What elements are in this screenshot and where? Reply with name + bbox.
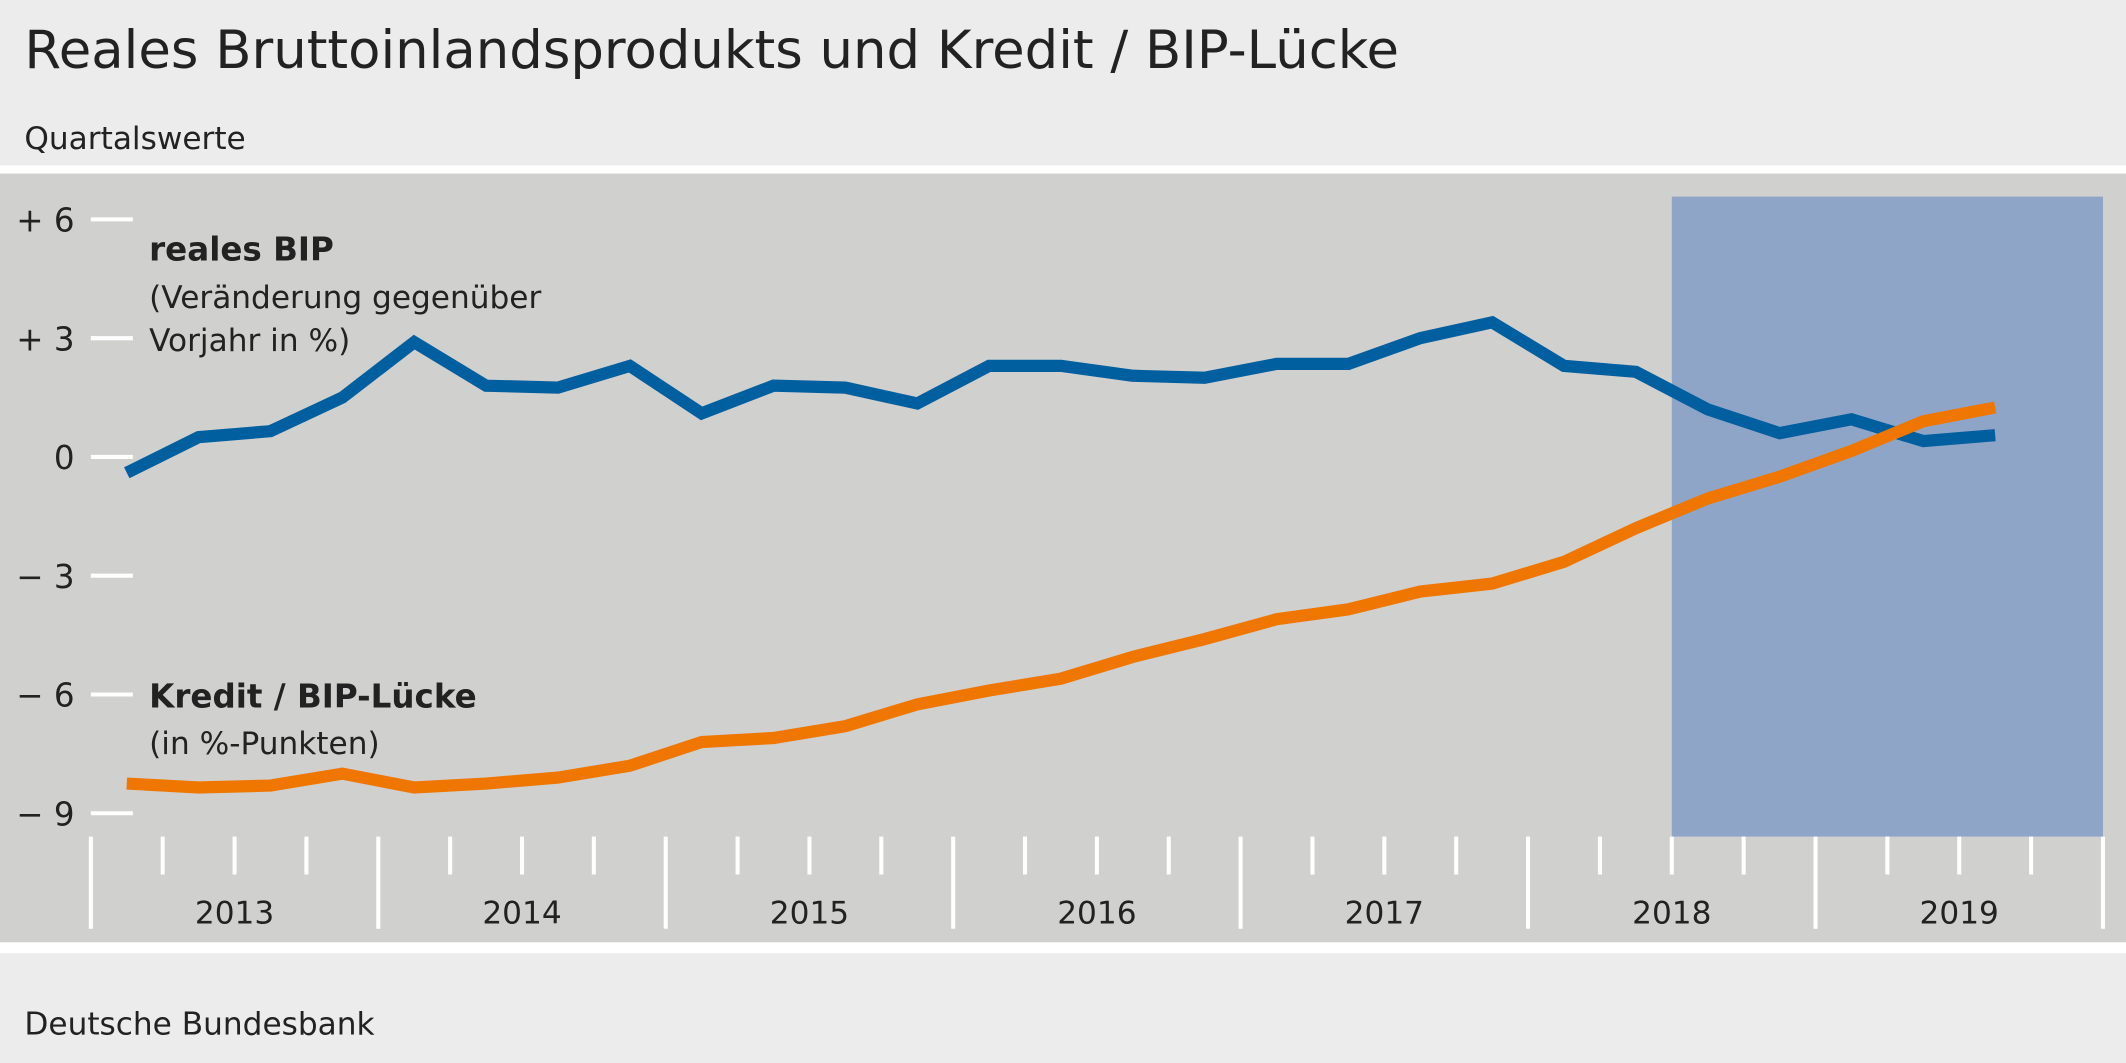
x-tick-label: 2015 (770, 895, 849, 931)
series-note-bip: (Veränderung gegenüber (149, 280, 541, 316)
x-tick-label: 2016 (1057, 895, 1136, 931)
y-tick-label: − 9 (16, 795, 74, 833)
divider (0, 942, 2126, 954)
y-tick-label: − 3 (16, 558, 74, 596)
series-note-bip: Vorjahr in %) (149, 323, 350, 359)
chart-subtitle: Quartalswerte (24, 121, 245, 157)
y-tick-label: + 6 (16, 202, 74, 240)
x-tick-label: 2017 (1345, 895, 1424, 931)
chart-title: Reales Bruttoinlandsprodukts und Kredit … (24, 20, 1399, 81)
shaded-region (1671, 196, 2103, 837)
y-tick-label: 0 (54, 439, 75, 477)
x-tick-label: 2014 (482, 895, 561, 931)
series-label-bip: reales BIP (149, 230, 334, 268)
y-tick-label: − 6 (16, 677, 74, 715)
source-label: Deutsche Bundesbank (24, 1007, 374, 1043)
header-bg (0, 0, 2126, 166)
x-tick-label: 2018 (1632, 895, 1711, 931)
divider (0, 165, 2126, 174)
y-tick-label: + 3 (16, 320, 74, 358)
x-tick-label: 2019 (1920, 895, 1999, 931)
x-tick-label: 2013 (195, 895, 274, 931)
series-label-gap: Kredit / BIP-Lücke (149, 678, 477, 716)
series-note-gap: (in %-Punkten) (149, 726, 379, 762)
